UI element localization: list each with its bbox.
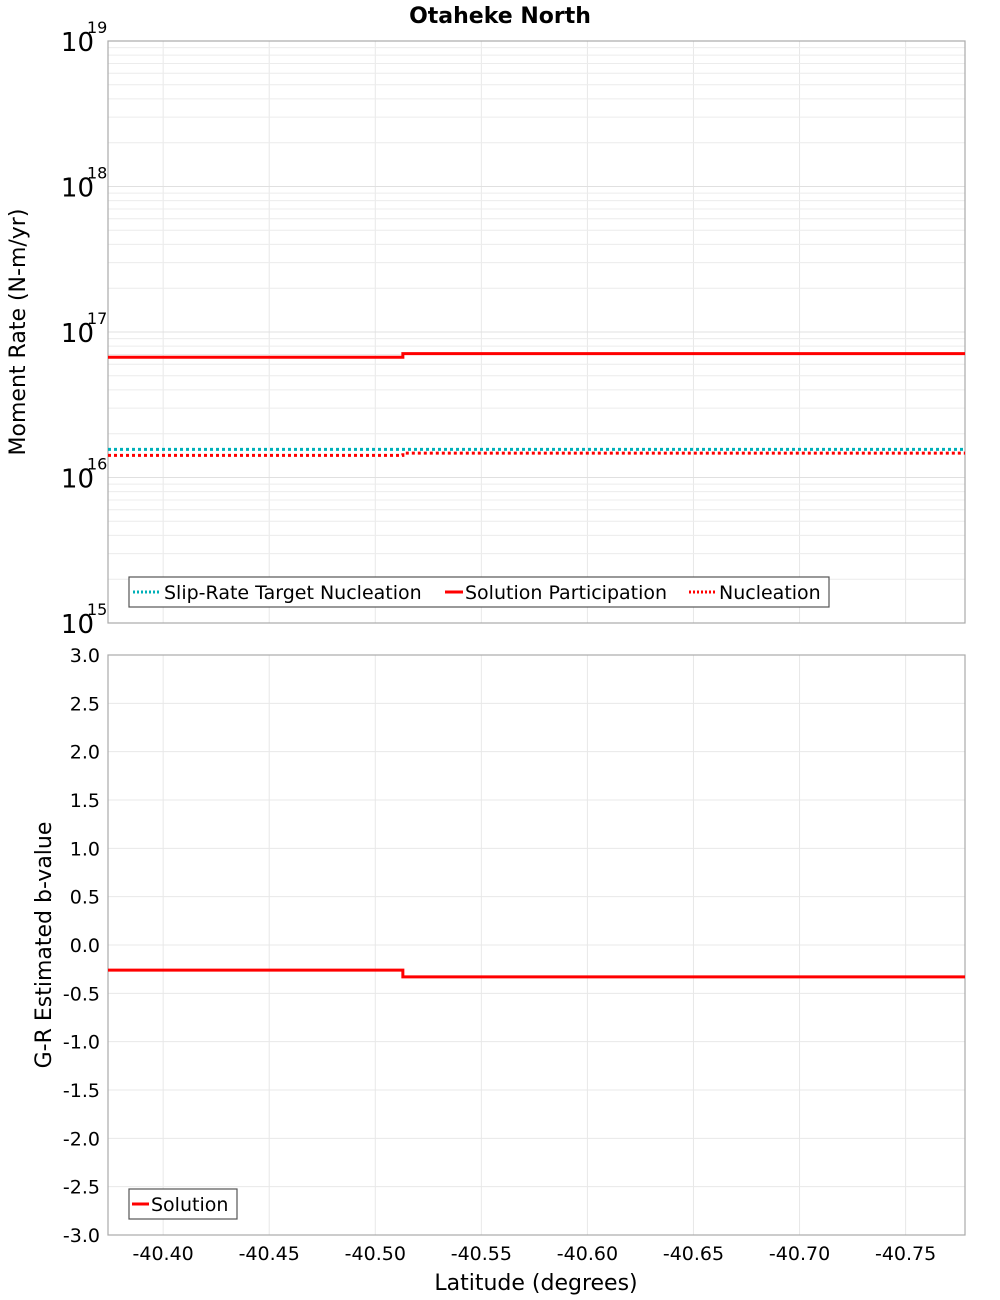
y-tick-label: 3.0 bbox=[70, 645, 100, 667]
bottom-y-tick-labels: 3.0 2.5 2.0 1.5 1.0 0.5 0.0 -0.5 -1.0 -1.5 -2.0 -2.… bbox=[63, 645, 100, 1247]
bottom-series bbox=[108, 970, 965, 977]
chart-canvas: Otaheke North 10191018101710161015 Momen… bbox=[0, 0, 1000, 1300]
x-tick-label: -40.50 bbox=[345, 1243, 406, 1265]
y-tick-exponent: 16 bbox=[87, 455, 107, 474]
y-tick-exponent: 19 bbox=[87, 18, 107, 37]
y-tick-label: 2.5 bbox=[70, 693, 100, 715]
y-tick-label: 2.0 bbox=[70, 742, 100, 764]
x-tick-label: -40.60 bbox=[557, 1243, 618, 1265]
y-tick-label: -1.5 bbox=[63, 1080, 100, 1102]
legend-label-nucleation: Nucleation bbox=[719, 582, 821, 604]
y-tick-label: -2.0 bbox=[63, 1128, 100, 1150]
legend-label-solution-participation: Solution Participation bbox=[465, 582, 667, 604]
x-tick-label: -40.40 bbox=[133, 1243, 194, 1265]
y-tick-exponent: 18 bbox=[87, 164, 107, 183]
y-tick-label: 1.5 bbox=[70, 790, 100, 812]
y-tick-label: 1.0 bbox=[70, 838, 100, 860]
x-tick-labels: -40.40 -40.45 -40.50 -40.55 -40.60 -40.65 -40.… bbox=[133, 1243, 937, 1265]
x-axis-label: Latitude (degrees) bbox=[434, 1271, 637, 1296]
top-gridlines bbox=[108, 41, 965, 623]
chart-title: Otaheke North bbox=[409, 4, 591, 29]
top-panel: 10191018101710161015 Moment Rate (N-m/yr… bbox=[6, 18, 965, 640]
x-tick-label: -40.45 bbox=[239, 1243, 300, 1265]
y-tick-label: 0.0 bbox=[70, 935, 100, 957]
bottom-panel: 3.0 2.5 2.0 1.5 1.0 0.5 0.0 -0.5 -1.0 -1.5 -2.0 -2.… bbox=[32, 645, 965, 1296]
bottom-legend: Solution bbox=[129, 1189, 237, 1219]
y-tick-label: 0.5 bbox=[70, 887, 100, 909]
series-line bbox=[108, 453, 965, 455]
top-y-tick-labels: 10191018101710161015 bbox=[61, 18, 107, 640]
y-tick-label: -0.5 bbox=[63, 983, 100, 1005]
legend-label-solution: Solution bbox=[151, 1194, 228, 1216]
top-series bbox=[108, 354, 965, 456]
x-tick-label: -40.55 bbox=[451, 1243, 512, 1265]
y-tick-label: -1.0 bbox=[63, 1032, 100, 1054]
top-y-axis-label: Moment Rate (N-m/yr) bbox=[6, 209, 31, 456]
series-line bbox=[108, 970, 965, 977]
bottom-y-axis-label: G-R Estimated b-value bbox=[32, 822, 57, 1069]
x-tick-label: -40.75 bbox=[875, 1243, 936, 1265]
legend-label-slip-rate-target: Slip-Rate Target Nucleation bbox=[164, 582, 422, 604]
x-tick-label: -40.65 bbox=[663, 1243, 724, 1265]
x-tick-label: -40.70 bbox=[769, 1243, 830, 1265]
y-tick-exponent: 15 bbox=[87, 600, 107, 619]
bottom-gridlines bbox=[108, 655, 965, 1235]
y-tick-label: -3.0 bbox=[63, 1225, 100, 1247]
y-tick-exponent: 17 bbox=[87, 309, 107, 328]
y-tick-label: -2.5 bbox=[63, 1177, 100, 1199]
top-legend: Slip-Rate Target Nucleation Solution Par… bbox=[129, 577, 829, 607]
